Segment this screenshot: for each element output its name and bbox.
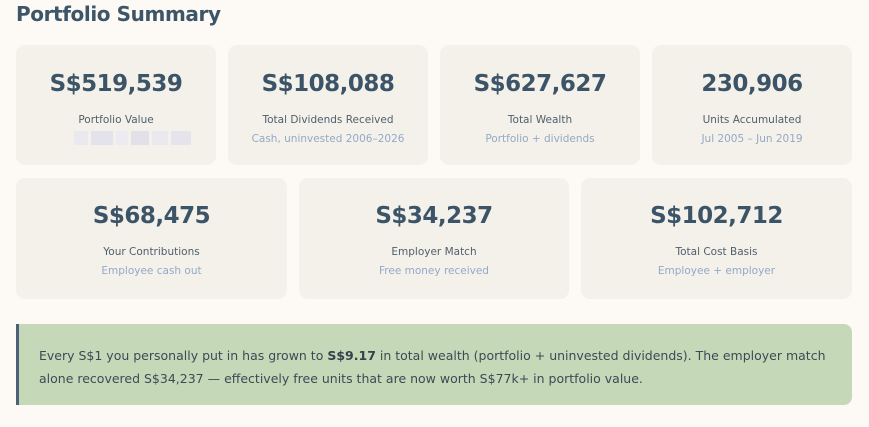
total-wealth-label: Total Wealth [507, 114, 573, 126]
total-wealth-subtext: Portfolio + dividends [485, 133, 595, 145]
units-accumulated-value: 230,906 [701, 71, 803, 97]
your-contributions-label: Your Contributions [103, 246, 200, 258]
portfolio-value-label: Portfolio Value [78, 114, 154, 126]
insight-highlight: S$9.17 [327, 348, 376, 363]
total-cost-basis-value: S$102,712 [650, 203, 783, 229]
your-contributions-subtext: Employee cash out [101, 265, 202, 277]
your-contributions-value: S$68,475 [92, 203, 211, 229]
total-cost-basis-label: Total Cost Basis [675, 246, 758, 258]
page-title: Portfolio Summary [16, 2, 221, 26]
your-contributions-card: S$68,475 Your Contributions Employee cas… [16, 178, 287, 299]
portfolio-value-card: S$519,539 Portfolio Value [16, 45, 216, 165]
total-dividends-label: Total Dividends Received [262, 114, 394, 126]
portfolio-value: S$519,539 [49, 71, 183, 97]
total-dividends-value: S$108,088 [261, 71, 395, 97]
units-accumulated-card: 230,906 Units Accumulated Jul 2005 – Jun… [652, 45, 852, 165]
total-dividends-card: S$108,088 Total Dividends Received Cash,… [228, 45, 428, 165]
insight-text-after: in total wealth (portfolio + uninvested … [39, 348, 826, 386]
insight-callout: Every S$1 you personally put in has grow… [16, 324, 852, 405]
units-accumulated-label: Units Accumulated [702, 114, 802, 126]
total-dividends-subtext: Cash, uninvested 2006–2026 [251, 133, 405, 145]
total-cost-basis-subtext: Employee + employer [657, 265, 776, 277]
employer-match-card: S$34,237 Employer Match Free money recei… [299, 178, 569, 299]
employer-match-label: Employer Match [391, 246, 477, 258]
insight-text-before: Every S$1 you personally put in has grow… [39, 348, 328, 363]
units-accumulated-subtext: Jul 2005 – Jun 2019 [701, 133, 803, 145]
employer-match-subtext: Free money received [379, 265, 489, 277]
redacted-subtext [74, 131, 191, 145]
total-wealth-value: S$627,627 [473, 71, 607, 97]
total-wealth-card: S$627,627 Total Wealth Portfolio + divid… [440, 45, 640, 165]
employer-match-value: S$34,237 [375, 203, 493, 229]
total-cost-basis-card: S$102,712 Total Cost Basis Employee + em… [581, 178, 852, 299]
